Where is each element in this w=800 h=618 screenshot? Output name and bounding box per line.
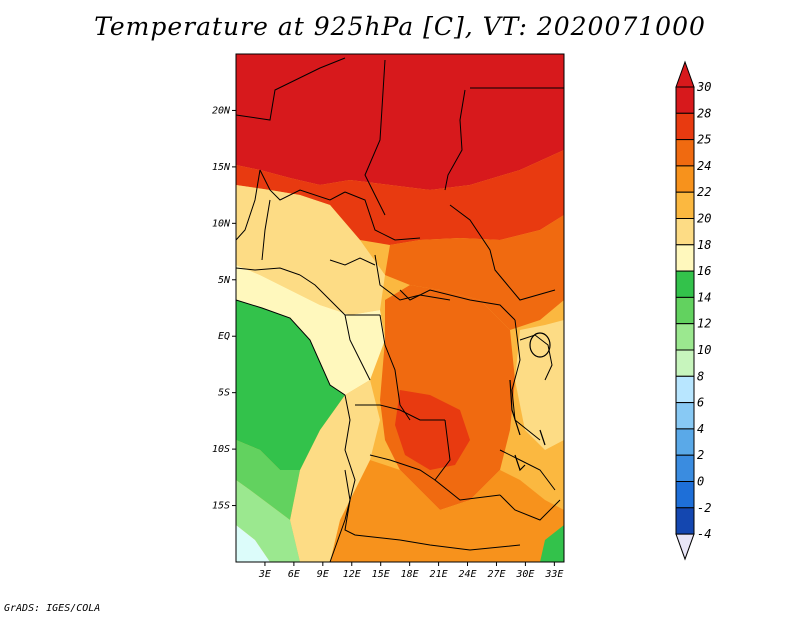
colorbar-segment (675, 86, 695, 114)
colorbar-label: 18 (697, 238, 711, 252)
colorbar-segment (675, 191, 695, 219)
colorbar-segment (675, 112, 695, 141)
colorbar-label: 24 (697, 159, 711, 173)
colorbar-label: 6 (697, 396, 704, 410)
lon-tick-label: 21E (430, 569, 448, 580)
colorbar-label: 25 (697, 133, 711, 147)
region-lightgreen (236, 440, 300, 520)
region-cream (236, 265, 385, 395)
lon-tick-label: 30E (515, 569, 534, 580)
colorbar-label: 16 (697, 264, 711, 278)
colorbar-label: 12 (697, 317, 711, 331)
map-area (235, 53, 565, 563)
lon-tick-label: 6E (288, 569, 300, 580)
colorbar-label: 10 (697, 343, 711, 357)
lat-tick-label: 15N (212, 162, 231, 173)
lon-tick-label: 18E (401, 569, 419, 580)
region-green-ocean (236, 300, 345, 470)
longitude-axis: 3E 6E 9E 12E 15E 18E 21E 24E 27E 30E 33E (258, 562, 563, 580)
colorbar-segment (675, 244, 695, 272)
colorbar-segment (675, 375, 695, 404)
region-cyan (236, 525, 270, 562)
region-east-lakes (515, 320, 564, 450)
colorbar-label: 28 (697, 106, 711, 120)
region-palegreen (236, 480, 300, 562)
lat-tick-label: 15S (212, 501, 230, 512)
colorbar-bottom-arrow (675, 533, 695, 561)
colorbar-segment (675, 454, 695, 483)
region-hot-core (395, 390, 470, 470)
lon-tick-label: 3E (258, 569, 271, 580)
map-title: Temperature at 925hPa [C], VT: 202007100… (94, 12, 706, 41)
lat-tick-label: 10S (212, 444, 230, 455)
colorbar-segment (675, 296, 695, 325)
colorbar-label: 14 (697, 290, 711, 304)
lon-tick-label: 27E (487, 569, 505, 580)
colorbar-label: -4 (697, 527, 711, 541)
colorbar-segment (675, 349, 695, 377)
map-frame (235, 53, 565, 563)
lat-tick-label: 5N (218, 275, 231, 286)
lon-tick-label: 15E (372, 569, 390, 580)
colorbar-segment (675, 139, 695, 167)
colorbar-label: 20 (697, 212, 711, 226)
region-green-se (540, 525, 564, 562)
lat-tick-label: 20N (212, 105, 231, 116)
colorbar-segment (675, 507, 695, 535)
colorbar-segment (675, 165, 695, 193)
colorbar-segment (675, 218, 695, 246)
lat-tick-label: EQ (218, 331, 230, 342)
colorbar-label: 2 (697, 448, 704, 462)
lon-tick-label: 33E (544, 569, 563, 580)
lakes (509, 332, 551, 472)
colorbar-label: 8 (697, 369, 704, 383)
colorbar-segment (675, 323, 695, 351)
region-warm-north (236, 150, 564, 245)
region-south-pale (290, 380, 380, 562)
region-hot-north (236, 54, 564, 190)
colorbar-label: 4 (697, 422, 704, 436)
lat-tick-label: 5S (218, 388, 230, 399)
lat-tick-label: 10N (212, 218, 231, 229)
colorbar-label: 22 (697, 185, 711, 199)
grads-credit: GrADS: IGES/COLA (4, 603, 101, 614)
lon-tick-label: 9E (317, 569, 329, 580)
region-warm-east (385, 215, 564, 330)
colorbar-label: -2 (697, 501, 711, 515)
colorbar-segment (675, 481, 695, 509)
colorbar-segment (675, 402, 695, 430)
colorbar-segment (675, 428, 695, 456)
colorbar-segment (675, 270, 695, 298)
lon-tick-label: 24E (458, 569, 476, 580)
colorbar-top-arrow (675, 60, 695, 88)
lon-tick-label: 12E (343, 569, 361, 580)
colorbar-label: 0 (697, 475, 704, 489)
country-borders (236, 57, 564, 562)
colorbar-label: 30 (696, 80, 711, 94)
region-south-warm (330, 460, 564, 562)
region-pale-west (236, 185, 385, 315)
latitude-axis: 20N 15N 10N 5N EQ 5S 10S 15S (212, 105, 236, 512)
